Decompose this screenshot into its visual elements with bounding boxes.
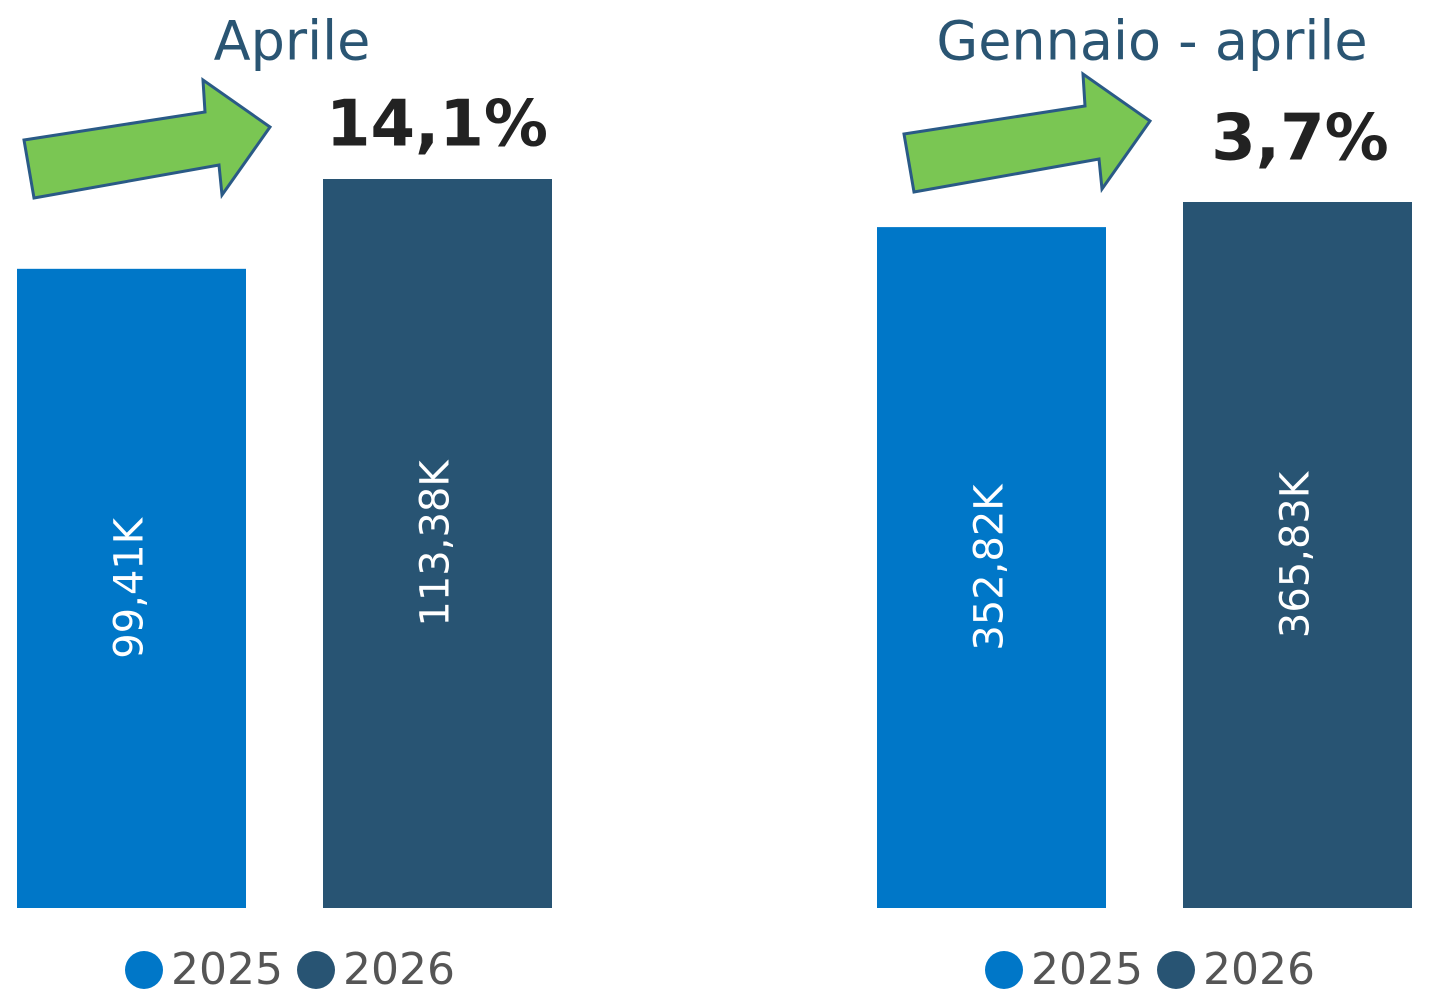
change-label: 3,7% bbox=[1211, 102, 1389, 176]
value-label: 99,41K bbox=[107, 516, 153, 659]
value-label: 352,82K bbox=[967, 483, 1013, 651]
chart-title: Gennaio - aprile bbox=[936, 10, 1367, 73]
legend-label: 2025 bbox=[1031, 944, 1143, 995]
bar bbox=[323, 179, 552, 908]
legend-marker bbox=[297, 951, 335, 989]
bar bbox=[1183, 202, 1412, 908]
legend-marker bbox=[125, 951, 163, 989]
value-label: 113,38K bbox=[413, 459, 459, 627]
bar bbox=[17, 268, 246, 908]
arrow bbox=[902, 70, 1153, 194]
arrow bbox=[22, 76, 273, 200]
value-label: 365,83K bbox=[1273, 470, 1319, 638]
bar bbox=[877, 227, 1106, 909]
legend-label: 2025 bbox=[171, 944, 283, 995]
legend-label: 2026 bbox=[343, 944, 455, 995]
change-label: 14,1% bbox=[326, 88, 548, 162]
legend-marker bbox=[985, 951, 1023, 989]
legend-label: 2026 bbox=[1203, 944, 1315, 995]
legend-marker bbox=[1157, 951, 1195, 989]
chart-title: Aprile bbox=[214, 10, 371, 73]
